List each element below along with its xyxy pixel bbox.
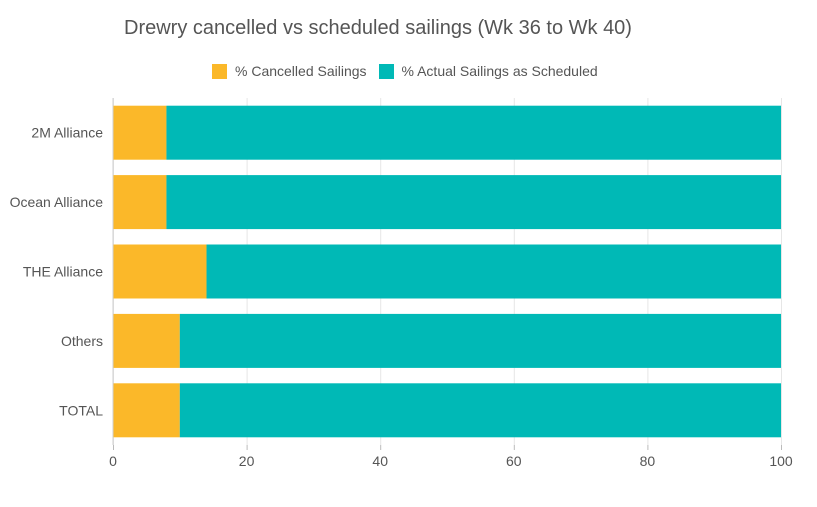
legend-swatch-scheduled: [378, 63, 394, 79]
legend-item-scheduled[interactable]: % Actual Sailings as Scheduled: [378, 63, 598, 79]
x-tick-label-0: 0: [109, 453, 117, 469]
legend-item-cancelled[interactable]: % Cancelled Sailings: [212, 63, 367, 79]
bar-cancelled-0[interactable]: [113, 105, 167, 160]
y-tick-label-3: Others: [61, 333, 103, 349]
legend-swatch-cancelled: [212, 63, 227, 79]
x-tick-label-4: 80: [640, 453, 656, 469]
x-tick-label-2: 40: [372, 453, 388, 469]
y-tick-label-1: Ocean Alliance: [10, 194, 104, 210]
y-tick-label-0: 2M Alliance: [31, 125, 103, 141]
bar-cancelled-2[interactable]: [113, 244, 207, 299]
legend-label-scheduled: % Actual Sailings as Scheduled: [401, 63, 598, 79]
chart-title: Drewry cancelled vs scheduled sailings (…: [124, 17, 632, 39]
x-tick-label-1: 20: [239, 453, 255, 469]
bar-cancelled-4[interactable]: [113, 383, 180, 438]
bar-scheduled-4[interactable]: [179, 383, 782, 438]
y-tick-label-2: THE Alliance: [23, 264, 103, 280]
bar-scheduled-0[interactable]: [166, 105, 781, 160]
legend-label-cancelled: % Cancelled Sailings: [235, 63, 367, 79]
bar-cancelled-3[interactable]: [113, 313, 180, 368]
legend: % Cancelled Sailings % Actual Sailings a…: [212, 63, 610, 79]
x-tick-label-3: 60: [506, 453, 522, 469]
bar-scheduled-2[interactable]: [206, 244, 781, 299]
y-tick-label-4: TOTAL: [59, 402, 103, 418]
x-tick-label-5: 100: [769, 453, 793, 469]
bar-scheduled-1[interactable]: [166, 175, 781, 230]
bar-cancelled-1[interactable]: [113, 175, 167, 230]
bar-scheduled-3[interactable]: [179, 313, 782, 368]
